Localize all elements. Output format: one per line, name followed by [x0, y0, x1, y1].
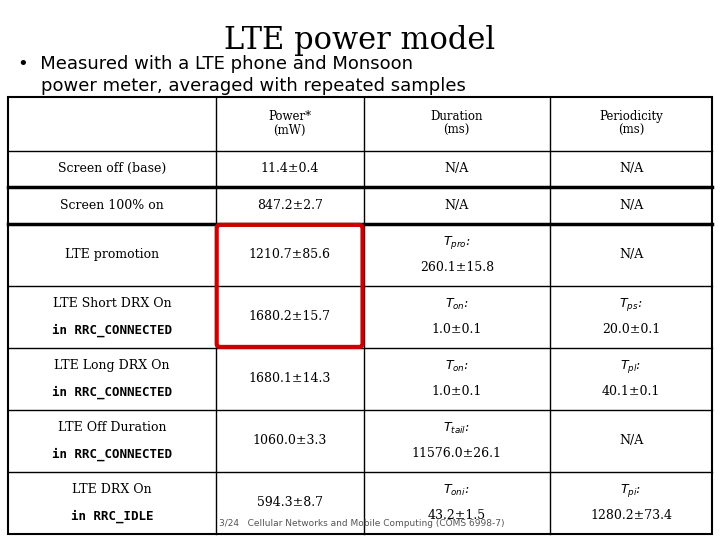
Text: $T_{ps}$:: $T_{ps}$: — [619, 296, 643, 313]
Text: 1680.2±15.7: 1680.2±15.7 — [248, 310, 330, 323]
Text: $T_{on}$:: $T_{on}$: — [445, 297, 469, 312]
Text: Duration: Duration — [431, 110, 483, 123]
Text: (ms): (ms) — [444, 124, 470, 137]
Text: 1210.7±85.6: 1210.7±85.6 — [248, 248, 330, 261]
Text: 847.2±2.7: 847.2±2.7 — [256, 199, 323, 212]
Text: $T_{on}$:: $T_{on}$: — [445, 359, 469, 374]
Text: 43.2±1.5: 43.2±1.5 — [428, 509, 486, 522]
Text: LTE Off Duration: LTE Off Duration — [58, 421, 166, 434]
Text: 1.0±0.1: 1.0±0.1 — [431, 323, 482, 336]
Text: $T_{pro}$:: $T_{pro}$: — [443, 234, 471, 251]
Text: 3/24   Cellular Networks and Mobile Computing (COMS 6998-7): 3/24 Cellular Networks and Mobile Comput… — [220, 519, 505, 529]
Text: Power*: Power* — [268, 110, 311, 123]
Text: LTE Short DRX On: LTE Short DRX On — [53, 297, 171, 310]
Text: (mW): (mW) — [274, 124, 306, 137]
Text: in RRC_CONNECTED: in RRC_CONNECTED — [52, 386, 172, 399]
Text: LTE DRX On: LTE DRX On — [72, 483, 152, 496]
Text: 1280.2±73.4: 1280.2±73.4 — [590, 509, 672, 522]
Text: (ms): (ms) — [618, 124, 644, 137]
Text: $T_{pl}$:: $T_{pl}$: — [621, 358, 642, 375]
Text: 594.3±8.7: 594.3±8.7 — [256, 496, 323, 509]
Text: N/A: N/A — [445, 199, 469, 212]
Text: 1680.1±14.3: 1680.1±14.3 — [248, 373, 330, 386]
Text: Periodicity: Periodicity — [599, 110, 663, 123]
Text: 11.4±0.4: 11.4±0.4 — [261, 163, 319, 176]
Text: $T_{tail}$:: $T_{tail}$: — [444, 421, 470, 436]
Text: $T_{oni}$:: $T_{oni}$: — [444, 483, 470, 498]
Text: in RRC_IDLE: in RRC_IDLE — [71, 510, 153, 523]
Text: 1.0±0.1: 1.0±0.1 — [431, 385, 482, 398]
Text: in RRC_CONNECTED: in RRC_CONNECTED — [52, 324, 172, 338]
Text: 1060.0±3.3: 1060.0±3.3 — [253, 435, 327, 448]
Text: N/A: N/A — [445, 163, 469, 176]
Text: in RRC_CONNECTED: in RRC_CONNECTED — [52, 448, 172, 461]
Text: 40.1±0.1: 40.1±0.1 — [602, 385, 660, 398]
Bar — [8, 97, 712, 534]
Text: N/A: N/A — [619, 248, 643, 261]
Text: Screen off (base): Screen off (base) — [58, 163, 166, 176]
Text: 260.1±15.8: 260.1±15.8 — [420, 261, 494, 274]
Text: power meter, averaged with repeated samples: power meter, averaged with repeated samp… — [18, 77, 466, 95]
Text: 11576.0±26.1: 11576.0±26.1 — [412, 447, 502, 460]
Text: $T_{pi}$:: $T_{pi}$: — [621, 482, 642, 499]
Text: LTE promotion: LTE promotion — [65, 248, 159, 261]
Text: LTE Long DRX On: LTE Long DRX On — [54, 359, 170, 372]
Text: LTE power model: LTE power model — [225, 25, 495, 56]
Text: 20.0±0.1: 20.0±0.1 — [602, 323, 660, 336]
Text: •  Measured with a LTE phone and Monsoon: • Measured with a LTE phone and Monsoon — [18, 55, 413, 73]
Text: N/A: N/A — [619, 435, 643, 448]
Text: N/A: N/A — [619, 163, 643, 176]
Text: Screen 100% on: Screen 100% on — [60, 199, 163, 212]
Text: N/A: N/A — [619, 199, 643, 212]
